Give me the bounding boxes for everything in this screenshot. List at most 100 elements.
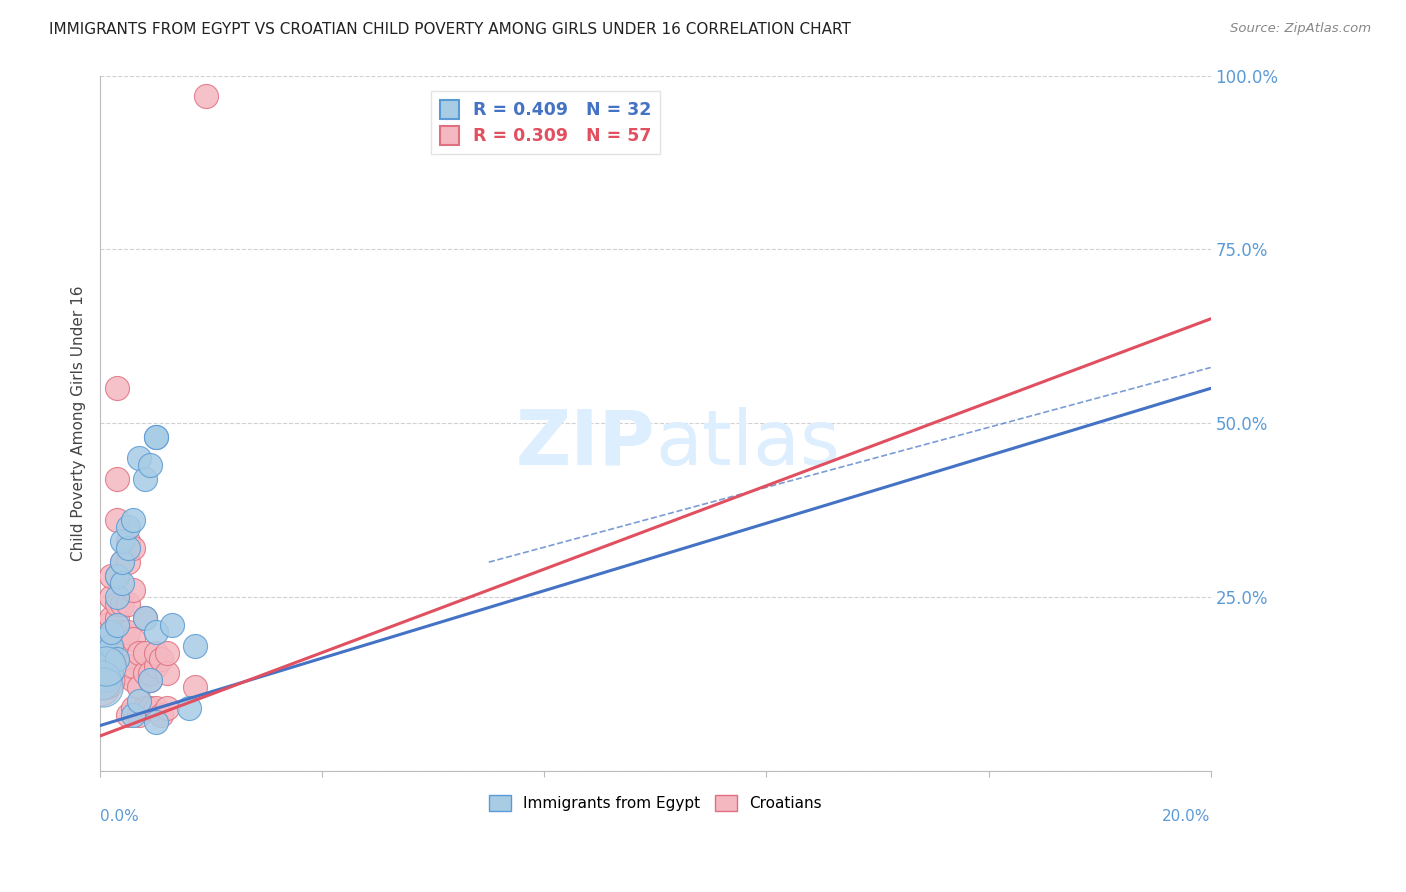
Point (145, 701, 167, 715)
Point (100, 673, 122, 688)
Point (139, 458, 162, 472)
Point (105, 569, 128, 583)
Point (117, 659, 139, 673)
Point (122, 708, 145, 723)
Point (139, 673, 162, 688)
Point (145, 624, 167, 639)
Point (105, 639, 128, 653)
Text: atlas: atlas (655, 407, 841, 481)
Point (117, 555, 139, 569)
Point (111, 576, 134, 591)
Point (100, 611, 122, 625)
Point (122, 582, 145, 597)
Point (117, 708, 139, 723)
Point (194, 89, 217, 103)
Point (111, 666, 134, 681)
Point (100, 652, 122, 666)
Point (105, 590, 128, 604)
Point (177, 701, 200, 715)
Point (90, 680, 112, 694)
Point (100, 624, 122, 639)
Point (122, 541, 145, 556)
Point (128, 694, 150, 708)
Point (94, 624, 117, 639)
Point (94, 652, 117, 666)
Point (134, 646, 156, 660)
Point (145, 646, 167, 660)
Point (150, 652, 173, 666)
Point (91, 666, 114, 681)
Point (134, 611, 156, 625)
Point (122, 632, 145, 646)
Point (111, 624, 134, 639)
Point (105, 513, 128, 527)
Point (100, 639, 122, 653)
Text: 20.0%: 20.0% (1163, 809, 1211, 824)
Point (94, 673, 117, 688)
Point (128, 680, 150, 694)
Point (91, 680, 114, 694)
Point (145, 659, 167, 673)
Point (117, 534, 139, 549)
Point (183, 639, 205, 653)
Y-axis label: Child Poverty Among Girls Under 16: Child Poverty Among Girls Under 16 (72, 285, 86, 561)
Point (139, 701, 162, 715)
Point (156, 646, 179, 660)
Point (100, 569, 122, 583)
Point (117, 624, 139, 639)
Point (139, 666, 162, 681)
Point (100, 639, 122, 653)
Text: 0.0%: 0.0% (100, 809, 139, 824)
Point (94, 632, 117, 646)
Point (105, 617, 128, 632)
Point (100, 624, 122, 639)
Point (145, 714, 167, 729)
Point (105, 652, 128, 666)
Point (105, 381, 128, 395)
Point (94, 659, 117, 673)
Point (94, 680, 117, 694)
Point (94, 617, 117, 632)
Point (162, 617, 184, 632)
Point (93, 652, 115, 666)
Point (122, 673, 145, 688)
Point (134, 666, 156, 681)
Point (94, 673, 117, 688)
Point (117, 541, 139, 556)
Point (156, 701, 179, 715)
Point (122, 659, 145, 673)
Text: Source: ZipAtlas.com: Source: ZipAtlas.com (1230, 22, 1371, 36)
Point (145, 430, 167, 444)
Point (111, 555, 134, 569)
Text: IMMIGRANTS FROM EGYPT VS CROATIAN CHILD POVERTY AMONG GIRLS UNDER 16 CORRELATION: IMMIGRANTS FROM EGYPT VS CROATIAN CHILD … (49, 22, 851, 37)
Point (100, 666, 122, 681)
Point (128, 646, 150, 660)
Point (145, 430, 167, 444)
Point (105, 611, 128, 625)
Point (117, 520, 139, 534)
Point (94, 659, 117, 673)
Point (134, 701, 156, 715)
Point (105, 569, 128, 583)
Point (139, 673, 162, 688)
Point (94, 659, 117, 673)
Point (105, 472, 128, 486)
Point (94, 646, 117, 660)
Point (128, 450, 150, 465)
Point (122, 701, 145, 715)
Point (111, 597, 134, 611)
Point (156, 666, 179, 681)
Point (183, 680, 205, 694)
Point (134, 472, 156, 486)
Point (90, 673, 112, 688)
Legend: Immigrants from Egypt, Croatians: Immigrants from Egypt, Croatians (482, 788, 830, 819)
Point (111, 534, 134, 549)
Point (94, 639, 117, 653)
Point (100, 652, 122, 666)
Point (105, 597, 128, 611)
Point (117, 597, 139, 611)
Point (122, 513, 145, 527)
Point (150, 708, 173, 723)
Point (111, 555, 134, 569)
Text: ZIP: ZIP (516, 407, 655, 481)
